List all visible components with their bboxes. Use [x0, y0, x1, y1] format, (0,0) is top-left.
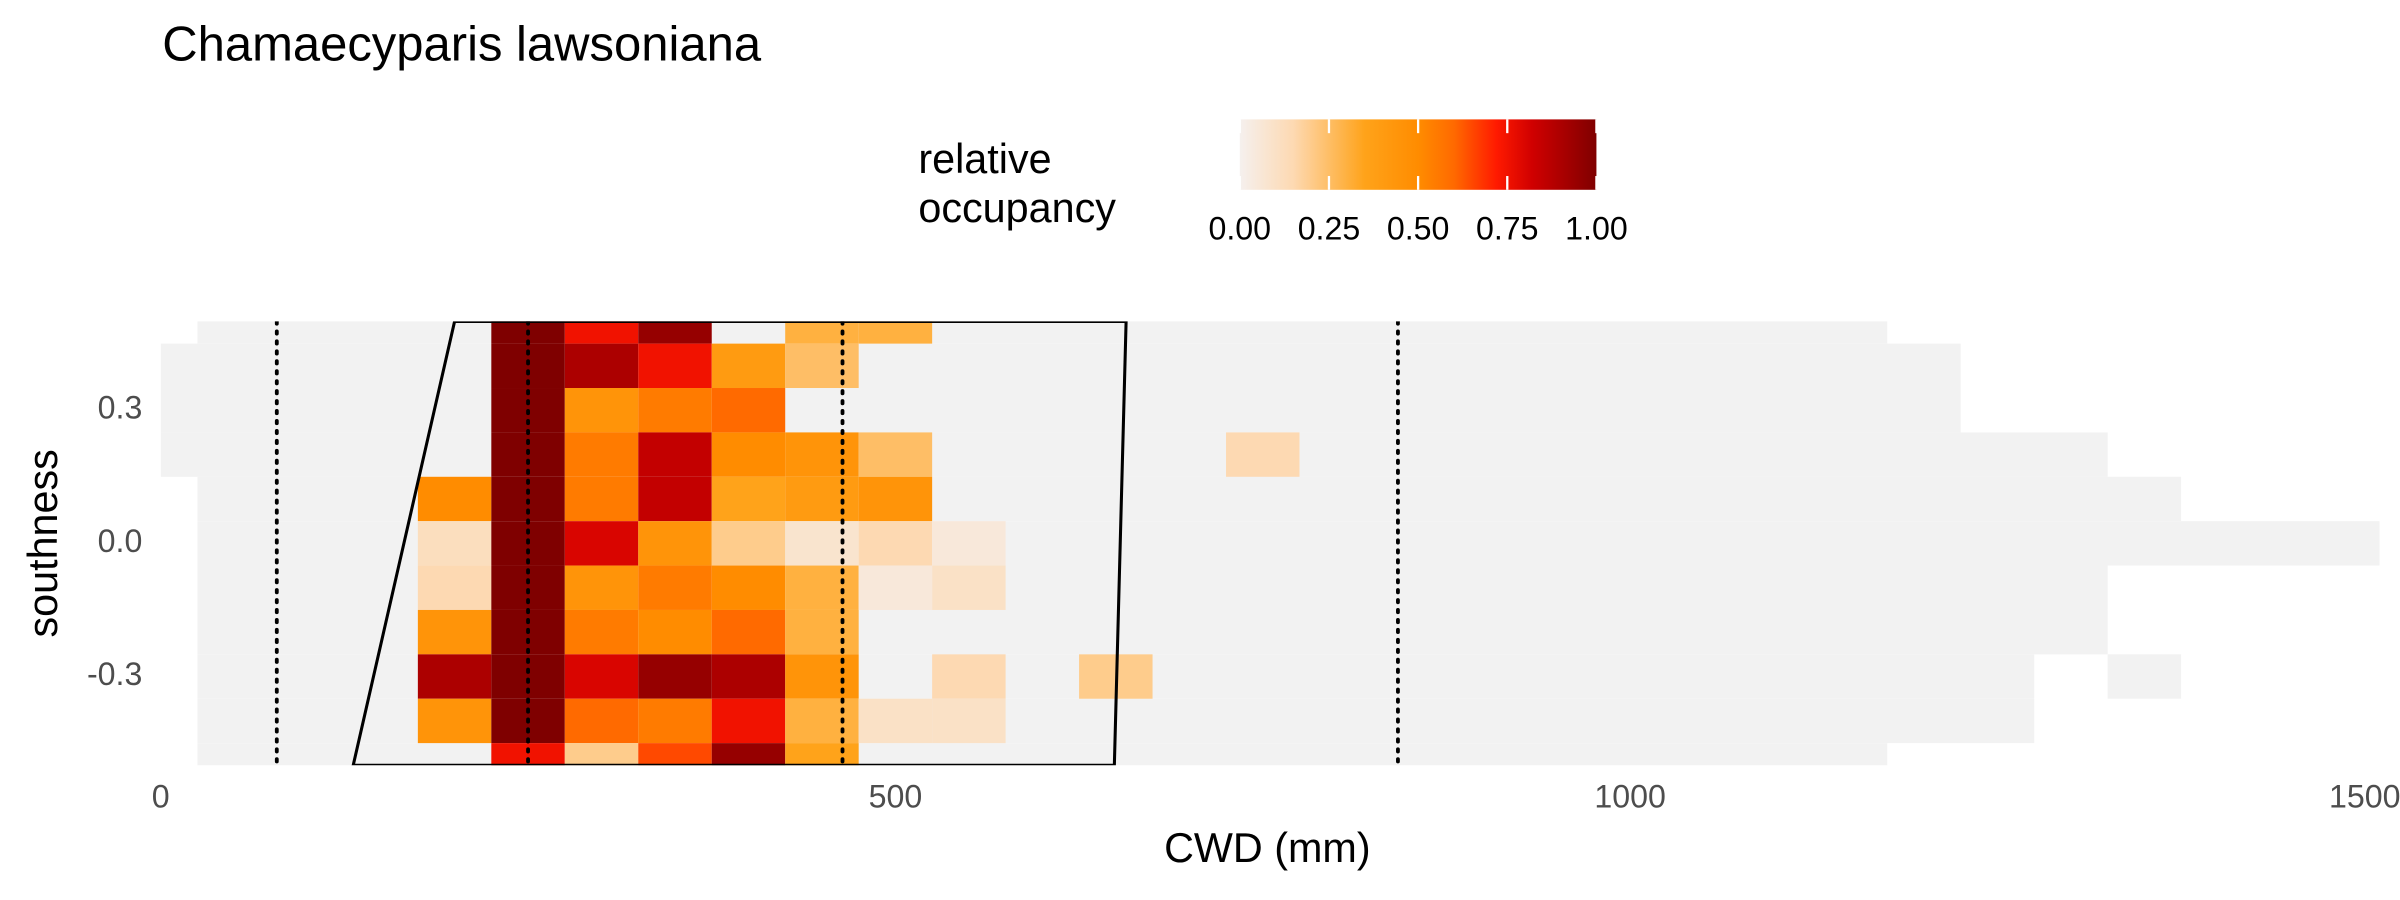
heat-cell [932, 565, 1006, 610]
heat-cell [711, 432, 786, 477]
x-tick-label: 1500 [2329, 778, 2400, 814]
y-tick-label: -0.3 [87, 656, 142, 692]
y-axis-label: southness [20, 449, 66, 637]
heat-cell [785, 565, 859, 610]
heat-cell [564, 432, 639, 477]
heat-cell [711, 654, 786, 699]
heat-cell [932, 698, 1006, 744]
heat-cell [564, 388, 639, 433]
heat-cell [564, 476, 639, 522]
x-axis-label: CWD (mm) [1164, 825, 1370, 871]
heat-cell [564, 521, 639, 566]
heat-cell [858, 321, 933, 344]
heat-cell [711, 609, 786, 655]
heat-cell [638, 698, 712, 744]
range-outline [351, 321, 1128, 766]
heat-cell [711, 698, 786, 744]
heat-cell [638, 609, 712, 655]
heat-cell [564, 743, 639, 766]
heat-cell [785, 609, 859, 655]
heat-cell [564, 698, 639, 744]
heat-cell [417, 521, 492, 566]
heat-cell [638, 343, 712, 389]
climate-space-cell [160, 343, 1961, 389]
heat-cell [858, 521, 933, 566]
y-tick-label: 0.3 [98, 390, 143, 426]
heat-cell [711, 521, 786, 566]
heat-cell [564, 343, 639, 389]
colorbar-tick-label: 0.50 [1387, 211, 1450, 247]
legend-title: relative occupancy [918, 136, 1116, 232]
heat-cell [711, 565, 786, 610]
heat-cell [711, 476, 786, 522]
x-tick-label: 500 [869, 778, 923, 814]
climate-space-cell [160, 432, 2108, 477]
heat-cell [417, 565, 492, 610]
heat-cell [932, 654, 1006, 699]
heat-cell [711, 343, 786, 389]
heat-cell [785, 343, 859, 389]
legend-title-box: relative occupancy [918, 136, 1116, 232]
heat-cell [785, 698, 859, 744]
y-tick-label: 0.0 [98, 523, 143, 559]
plot-area [160, 321, 2380, 766]
heat-cell [417, 698, 492, 744]
heat-cell [638, 743, 712, 766]
heat-cell [638, 521, 712, 566]
colorbar-tick-label: 0.25 [1298, 211, 1361, 247]
heat-cell [564, 321, 639, 344]
heat-cell [858, 565, 933, 610]
heat-cell [491, 743, 565, 766]
heat-cell [417, 476, 492, 522]
climate-space-cell [160, 388, 1961, 433]
heat-cell [1226, 432, 1300, 477]
heat-cell [638, 321, 712, 344]
heat-cell [564, 654, 639, 699]
chart-title: Chamaecyparis lawsoniana [162, 17, 762, 71]
heat-cell [711, 743, 786, 766]
legend: 0.00 0.25 0.50 0.75 1.00 [1209, 119, 1628, 247]
heat-cell [785, 521, 859, 566]
heat-cell [858, 476, 933, 522]
heat-cell [491, 321, 565, 344]
heat-cell [785, 432, 859, 477]
heat-cell [858, 698, 933, 744]
heat-cell [638, 654, 712, 699]
heat-cell [638, 388, 712, 433]
heat-cell [785, 654, 859, 699]
heat-cell [785, 321, 859, 344]
heat-cell [711, 388, 786, 433]
heat-cell [638, 565, 712, 610]
heat-cell [564, 609, 639, 655]
heat-cell [417, 654, 492, 699]
heat-cell [564, 565, 639, 610]
colorbar-tick-label: 0.00 [1209, 211, 1272, 247]
heat-cell [638, 476, 712, 522]
heat-cell [932, 521, 1006, 566]
heat-cell [858, 432, 933, 477]
colorbar-tick-label: 0.75 [1476, 211, 1539, 247]
colorbar-tick-label: 1.00 [1565, 211, 1628, 247]
x-tick-label: 0 [152, 778, 170, 814]
heat-cell [417, 609, 492, 655]
heat-cell [785, 476, 859, 522]
heat-cell [638, 432, 712, 477]
climate-space-cell [2107, 654, 2182, 699]
x-tick-label: 1000 [1594, 778, 1665, 814]
heat-cell [785, 743, 859, 766]
